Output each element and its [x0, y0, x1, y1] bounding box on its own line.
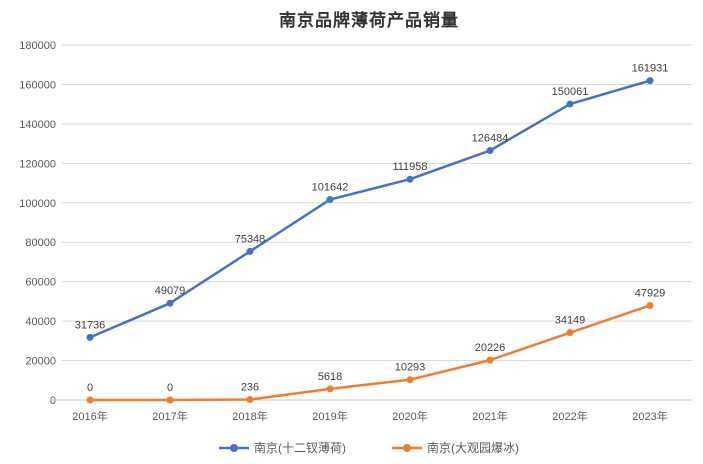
- legend-label: 南京(十二钗薄荷): [254, 441, 346, 455]
- y-axis-tick-label: 60000: [25, 277, 56, 289]
- series-0-data-point: [486, 147, 494, 155]
- series-line-0: [88, 79, 652, 339]
- y-axis-tick-label: 140000: [19, 119, 56, 131]
- series-1-data-label: 236: [241, 382, 259, 394]
- series-0-data-point: [646, 77, 654, 85]
- legend-line-marker-icon: [219, 443, 249, 452]
- series-1-data-point: [246, 396, 254, 404]
- series-1-data-label: 47929: [635, 287, 666, 299]
- legend-line-marker-icon: [392, 443, 422, 452]
- series-0-data-label: 150061: [552, 86, 589, 98]
- series-1-data-label: 20226: [475, 342, 506, 354]
- series-1-data-label: 0: [87, 382, 93, 394]
- y-axis-tick-label: 80000: [25, 237, 56, 249]
- y-axis-tick-label: 0: [50, 395, 56, 407]
- series-1-data-point: [566, 329, 574, 337]
- y-axis-tick-label: 40000: [25, 316, 56, 328]
- series-1-data-point: [166, 396, 174, 404]
- legend-item-1: 南京(大观园爆冰): [392, 439, 519, 456]
- series-0-data-label: 31736: [75, 319, 106, 331]
- series-1-data-point: [406, 376, 414, 384]
- x-axis-tick-label: 2019年: [312, 409, 347, 423]
- legend-label: 南京(大观园爆冰): [427, 441, 519, 455]
- x-axis-tick-label: 2023年: [632, 409, 667, 423]
- y-axis-tick-label: 120000: [19, 158, 56, 170]
- x-axis-tick-label: 2022年: [552, 409, 587, 423]
- series-1-data-point: [646, 301, 654, 309]
- series-0-data-point: [406, 175, 414, 183]
- legend-item-0: 南京(十二钗薄荷): [219, 439, 346, 456]
- series-0-data-label: 111958: [392, 161, 427, 173]
- series-1-data-label: 5618: [318, 371, 342, 383]
- series-0-data-label: 101642: [312, 182, 349, 194]
- chart-legend: 南京(十二钗薄荷) 南京(大观园爆冰): [35, 439, 703, 456]
- series-1-data-point: [86, 396, 94, 404]
- series-1-data-label: 10293: [395, 362, 426, 374]
- series-0-data-label: 75348: [235, 233, 266, 245]
- y-axis-tick-label: 20000: [25, 356, 56, 368]
- series-0-data-point: [166, 299, 174, 307]
- y-axis-tick-label: 180000: [19, 40, 56, 52]
- y-axis-tick-label: 100000: [19, 198, 56, 210]
- series-0-data-point: [566, 100, 574, 108]
- series-0-data-point: [86, 333, 94, 341]
- series-0-data-label: 49079: [155, 285, 186, 297]
- series-1-data-point: [326, 385, 334, 393]
- x-axis-tick-label: 2020年: [392, 409, 427, 423]
- series-1-data-label: 0: [167, 382, 173, 394]
- series-1-data-label: 34149: [555, 315, 586, 327]
- chart-title: 南京品牌薄荷产品销量: [279, 11, 459, 30]
- series-0-data-label: 161931: [632, 63, 669, 75]
- series-0-data-point: [326, 196, 334, 204]
- series-0-data-label: 126484: [472, 133, 509, 145]
- series-line-1: [88, 304, 652, 402]
- y-axis-tick-label: 160000: [19, 79, 56, 91]
- x-axis-tick-label: 2018年: [232, 409, 267, 423]
- series-0-data-point: [246, 247, 254, 255]
- series-1-data-point: [486, 356, 494, 364]
- x-axis-tick-label: 2017年: [152, 409, 187, 423]
- x-axis-tick-label: 2016年: [72, 409, 107, 423]
- x-axis-tick-label: 2021年: [472, 409, 507, 423]
